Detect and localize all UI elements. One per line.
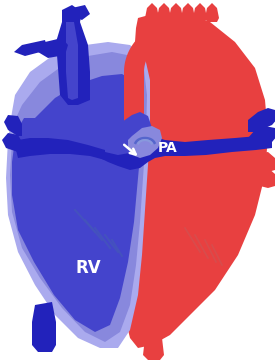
Polygon shape bbox=[2, 133, 22, 154]
Text: RV: RV bbox=[75, 259, 101, 277]
Polygon shape bbox=[157, 3, 171, 22]
Polygon shape bbox=[105, 112, 152, 155]
Polygon shape bbox=[128, 126, 162, 158]
Polygon shape bbox=[248, 108, 275, 132]
Polygon shape bbox=[145, 3, 159, 22]
Polygon shape bbox=[4, 115, 22, 136]
Polygon shape bbox=[12, 74, 142, 332]
Polygon shape bbox=[205, 3, 219, 22]
Polygon shape bbox=[252, 168, 275, 188]
Polygon shape bbox=[169, 3, 183, 22]
Polygon shape bbox=[248, 126, 275, 150]
Polygon shape bbox=[100, 133, 272, 170]
Polygon shape bbox=[10, 52, 147, 342]
Polygon shape bbox=[193, 3, 207, 22]
Polygon shape bbox=[56, 22, 90, 105]
Polygon shape bbox=[62, 5, 82, 22]
Text: PA: PA bbox=[158, 141, 178, 155]
Polygon shape bbox=[181, 3, 195, 22]
Polygon shape bbox=[252, 152, 275, 172]
Polygon shape bbox=[38, 38, 68, 58]
Polygon shape bbox=[14, 40, 48, 56]
Polygon shape bbox=[143, 338, 164, 360]
Polygon shape bbox=[32, 302, 56, 352]
Polygon shape bbox=[6, 42, 150, 348]
Polygon shape bbox=[66, 22, 78, 100]
Polygon shape bbox=[16, 138, 105, 160]
Polygon shape bbox=[72, 5, 90, 20]
Polygon shape bbox=[124, 20, 240, 127]
Polygon shape bbox=[122, 12, 268, 348]
